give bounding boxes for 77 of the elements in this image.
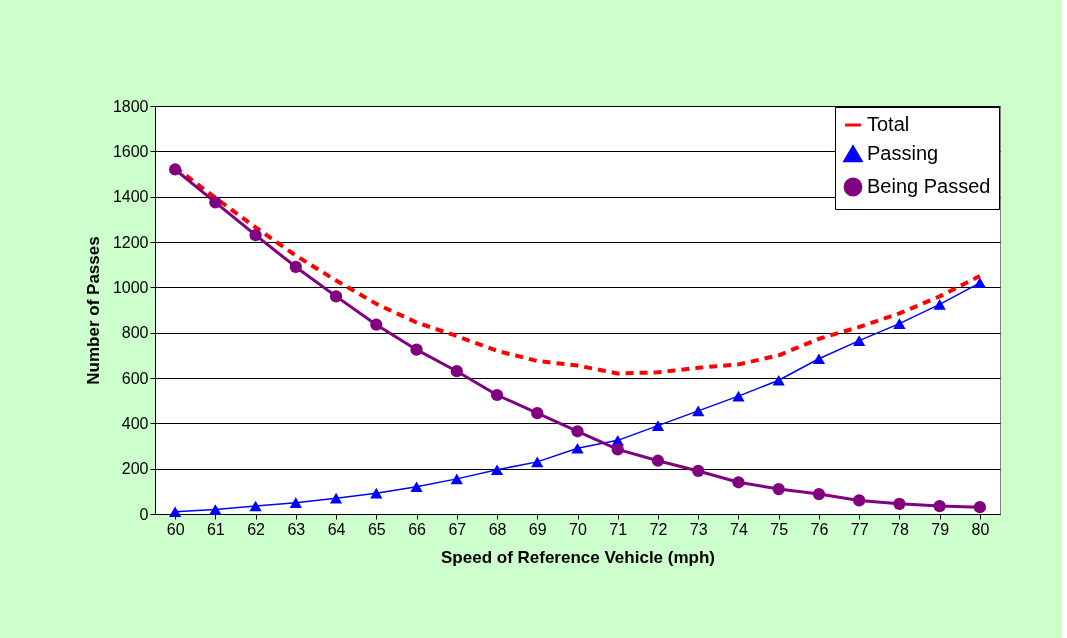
point	[450, 365, 463, 378]
point	[169, 163, 182, 176]
y-tick-label: 1200	[112, 233, 149, 251]
x-tick-label: 63	[287, 520, 306, 538]
legend-label: Being Passed	[867, 175, 991, 197]
x-tick-label: 80	[971, 520, 990, 538]
x-tick-label: 67	[448, 520, 467, 538]
point	[209, 504, 222, 515]
x-tick-label: 61	[206, 520, 225, 538]
point	[410, 481, 423, 493]
point	[571, 442, 584, 454]
x-tick-label: 76	[810, 520, 829, 538]
point	[933, 299, 946, 310]
y-tick-label: 1800	[112, 97, 149, 115]
point	[450, 473, 463, 485]
point	[169, 506, 182, 518]
point	[812, 353, 826, 365]
y-tick-label: 1600	[112, 142, 149, 160]
y-tick-label: 400	[121, 414, 149, 432]
point	[772, 374, 785, 386]
point	[853, 335, 866, 346]
x-tick-label: 77	[850, 520, 869, 538]
point	[692, 464, 705, 478]
y-tick-label: 1000	[112, 278, 149, 296]
point	[933, 499, 946, 513]
y-tick-label: 800	[121, 324, 149, 342]
point	[329, 290, 343, 303]
y-axis-title: Number of Passes	[83, 236, 103, 385]
point	[973, 277, 986, 289]
x-tick-label: 72	[649, 520, 668, 538]
x-tick-label: 60	[166, 520, 185, 538]
y-tick-label: 0	[139, 505, 149, 523]
point	[531, 456, 544, 468]
x-tick-label: 68	[488, 520, 507, 538]
point	[772, 482, 785, 496]
x-tick-label: 70	[569, 520, 587, 538]
point	[893, 497, 906, 510]
legend-label: Passing	[867, 142, 939, 164]
point	[289, 260, 302, 274]
x-tick-label: 69	[528, 520, 547, 538]
x-tick-label: 75	[770, 520, 789, 538]
point	[651, 454, 665, 467]
x-axis-title: Speed of Reference Vehicle (mph)	[441, 547, 715, 567]
x-tick-label: 79	[931, 520, 950, 538]
point	[571, 425, 584, 438]
point	[370, 318, 383, 331]
x-tick-label: 66	[408, 520, 427, 538]
x-tick-label: 65	[367, 520, 386, 538]
point	[651, 420, 665, 431]
point	[893, 318, 906, 329]
y-tick-label: 200	[121, 460, 149, 478]
x-tick-label: 73	[689, 520, 708, 538]
point	[410, 343, 423, 356]
x-tick-label: 62	[247, 520, 266, 538]
point	[490, 388, 504, 402]
point	[490, 464, 504, 476]
point	[531, 407, 544, 420]
point	[812, 487, 826, 501]
point	[692, 405, 705, 417]
point	[329, 492, 343, 504]
y-tick-label: 1400	[112, 188, 149, 206]
point	[611, 443, 624, 456]
x-tick-label: 71	[609, 520, 628, 538]
x-tick-label: 64	[327, 520, 346, 538]
point	[732, 476, 745, 489]
point	[853, 494, 866, 507]
point	[209, 196, 222, 209]
y-tick-label: 600	[121, 369, 149, 387]
legend-label: Total	[867, 113, 910, 135]
x-tick-label: 78	[891, 520, 909, 538]
point	[370, 487, 383, 499]
point	[289, 497, 302, 508]
x-tick-label: 74	[730, 520, 748, 538]
point	[249, 500, 262, 512]
point	[732, 390, 745, 402]
point	[249, 229, 262, 242]
point	[973, 501, 986, 514]
